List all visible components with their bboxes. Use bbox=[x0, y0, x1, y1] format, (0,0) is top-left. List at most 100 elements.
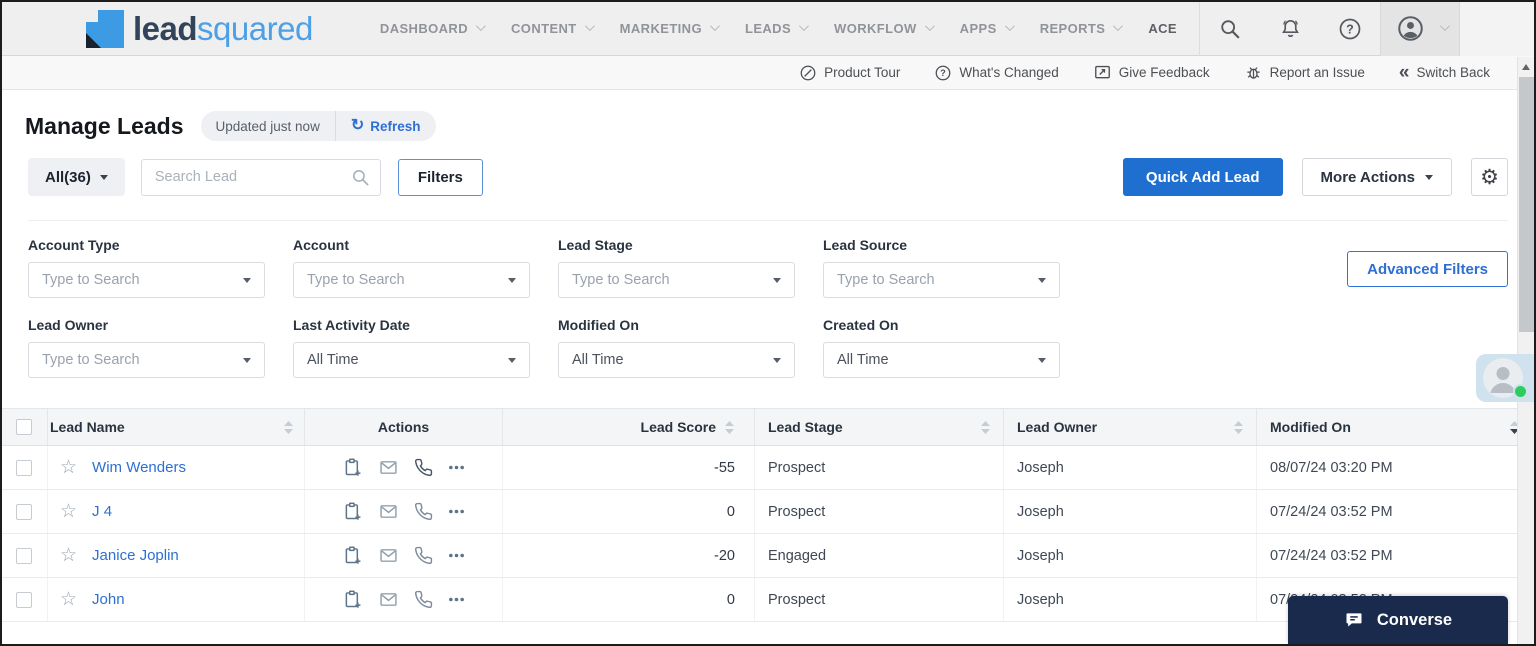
quick-add-lead-button[interactable]: Quick Add Lead bbox=[1122, 158, 1283, 196]
column-header-lead-score[interactable]: Lead Score bbox=[503, 409, 755, 445]
sort-icon[interactable] bbox=[724, 420, 735, 435]
nav-item-leads[interactable]: LEADS bbox=[731, 2, 820, 56]
account-type-select[interactable]: Type to Search bbox=[28, 262, 265, 298]
add-task-icon[interactable] bbox=[342, 589, 363, 610]
lead-stage-value: Prospect bbox=[768, 459, 826, 476]
column-header-lead-owner[interactable]: Lead Owner bbox=[1004, 409, 1257, 445]
chevron-down-icon bbox=[1004, 20, 1015, 31]
column-header-lead-stage[interactable]: Lead Stage bbox=[755, 409, 1004, 445]
nav-item-marketing[interactable]: MARKETING bbox=[606, 2, 731, 56]
phone-icon[interactable] bbox=[414, 546, 433, 565]
sort-desc-icon[interactable] bbox=[1509, 420, 1520, 435]
more-options-icon[interactable] bbox=[448, 509, 465, 514]
nav-item-content[interactable]: CONTENT bbox=[497, 2, 606, 56]
created-on-select[interactable]: All Time bbox=[823, 342, 1060, 378]
star-icon[interactable]: ☆ bbox=[60, 501, 78, 522]
add-task-icon[interactable] bbox=[342, 457, 363, 478]
search-icon bbox=[352, 169, 369, 185]
sort-icon[interactable] bbox=[1233, 420, 1244, 435]
lead-stage-select[interactable]: Type to Search bbox=[558, 262, 795, 298]
refresh-icon: ↻ bbox=[350, 117, 365, 134]
lead-source-select[interactable]: Type to Search bbox=[823, 262, 1060, 298]
add-task-icon[interactable] bbox=[342, 501, 363, 522]
row-checkbox[interactable] bbox=[16, 591, 32, 608]
nav-item-workflow[interactable]: WORKFLOW bbox=[820, 2, 946, 56]
sort-icon[interactable] bbox=[980, 420, 991, 435]
gear-icon[interactable]: ⚙ bbox=[1471, 158, 1508, 196]
caret-down-icon bbox=[1038, 277, 1046, 283]
pill-divider bbox=[334, 111, 336, 141]
switch-back-button[interactable]: « Switch Back bbox=[1398, 62, 1490, 83]
lead-stage-value: Engaged bbox=[768, 547, 827, 564]
row-checkbox[interactable] bbox=[16, 547, 32, 564]
more-options-icon[interactable] bbox=[448, 465, 465, 470]
nav-item-apps[interactable]: APPS bbox=[946, 2, 1026, 56]
give-feedback-button[interactable]: Give Feedback bbox=[1093, 63, 1210, 82]
phone-icon[interactable] bbox=[414, 590, 433, 609]
product-tour-button[interactable]: Product Tour bbox=[799, 64, 900, 82]
refresh-button[interactable]: ↻ Refresh bbox=[350, 117, 421, 134]
star-icon[interactable]: ☆ bbox=[60, 589, 78, 610]
chevron-down-icon bbox=[584, 20, 595, 31]
account-select[interactable]: Type to Search bbox=[293, 262, 530, 298]
column-header-modified-on[interactable]: Modified On bbox=[1257, 409, 1534, 445]
caret-down-icon bbox=[243, 357, 251, 363]
scroll-up-arrow-icon[interactable] bbox=[1522, 64, 1530, 70]
chevron-down-icon bbox=[924, 20, 935, 31]
lead-name-link[interactable]: Wim Wenders bbox=[92, 459, 186, 476]
select-all-checkbox[interactable] bbox=[16, 419, 32, 435]
lead-name-link[interactable]: J 4 bbox=[92, 503, 113, 520]
bell-icon[interactable] bbox=[1260, 2, 1320, 56]
add-task-icon[interactable] bbox=[342, 545, 363, 566]
star-icon[interactable]: ☆ bbox=[60, 457, 78, 478]
lead-owner-value: Joseph bbox=[1017, 459, 1064, 476]
view-selector-button[interactable]: All(36) bbox=[28, 158, 125, 196]
lead-score-value: -55 bbox=[714, 459, 735, 476]
sort-icon[interactable] bbox=[283, 420, 294, 435]
star-icon[interactable]: ☆ bbox=[60, 545, 78, 566]
leadsquared-logo[interactable]: leadsquared bbox=[86, 9, 313, 48]
email-icon[interactable] bbox=[378, 501, 399, 522]
row-checkbox[interactable] bbox=[16, 459, 32, 476]
email-icon[interactable] bbox=[378, 457, 399, 478]
table-header: Lead Name Actions Lead Score Lead Stage … bbox=[2, 408, 1534, 446]
nav-spacer bbox=[1460, 2, 1534, 56]
vertical-scrollbar[interactable] bbox=[1517, 57, 1534, 644]
lead-name-link[interactable]: John bbox=[92, 591, 125, 608]
advanced-filters-button[interactable]: Advanced Filters bbox=[1347, 251, 1508, 287]
nav-item-ace[interactable]: ACE bbox=[1148, 21, 1177, 36]
last-activity-date-select[interactable]: All Time bbox=[293, 342, 530, 378]
more-actions-button[interactable]: More Actions bbox=[1301, 158, 1452, 196]
lead-name-link[interactable]: Janice Joplin bbox=[92, 547, 179, 564]
more-options-icon[interactable] bbox=[448, 597, 465, 602]
report-issue-button[interactable]: Report an Issue bbox=[1244, 63, 1365, 82]
scrollbar-thumb[interactable] bbox=[1519, 77, 1534, 332]
row-checkbox[interactable] bbox=[16, 503, 32, 520]
leadsquared-logo-icon bbox=[86, 9, 124, 48]
email-icon[interactable] bbox=[378, 545, 399, 566]
filters-button[interactable]: Filters bbox=[397, 158, 483, 196]
more-options-icon[interactable] bbox=[448, 553, 465, 558]
search-icon[interactable] bbox=[1200, 2, 1260, 56]
help-icon[interactable]: ? bbox=[1320, 2, 1380, 56]
chevron-down-icon bbox=[709, 20, 720, 31]
phone-icon[interactable] bbox=[414, 502, 433, 521]
converse-button[interactable]: Converse bbox=[1288, 596, 1508, 644]
lead-owner-select[interactable]: Type to Search bbox=[28, 342, 265, 378]
page-title: Manage Leads bbox=[25, 112, 184, 139]
phone-icon[interactable] bbox=[414, 458, 433, 477]
nav-item-dashboard[interactable]: DASHBOARD bbox=[366, 2, 497, 56]
email-icon[interactable] bbox=[378, 589, 399, 610]
utility-bar: Product Tour ? What's Changed Give Feedb… bbox=[2, 56, 1534, 90]
user-menu[interactable] bbox=[1380, 2, 1460, 56]
chevron-down-icon bbox=[1439, 20, 1450, 31]
nav-item-reports[interactable]: REPORTS bbox=[1026, 2, 1135, 56]
whats-changed-button[interactable]: ? What's Changed bbox=[934, 64, 1059, 82]
lead-stage-value: Prospect bbox=[768, 591, 826, 608]
column-header-lead-name[interactable]: Lead Name bbox=[48, 409, 305, 445]
modified-on-select[interactable]: All Time bbox=[558, 342, 795, 378]
agent-status-widget[interactable] bbox=[1476, 354, 1534, 402]
search-lead-input[interactable] bbox=[140, 158, 381, 196]
filter-lead-owner: Lead Owner Type to Search bbox=[28, 317, 265, 378]
chevron-down-icon bbox=[475, 20, 486, 31]
